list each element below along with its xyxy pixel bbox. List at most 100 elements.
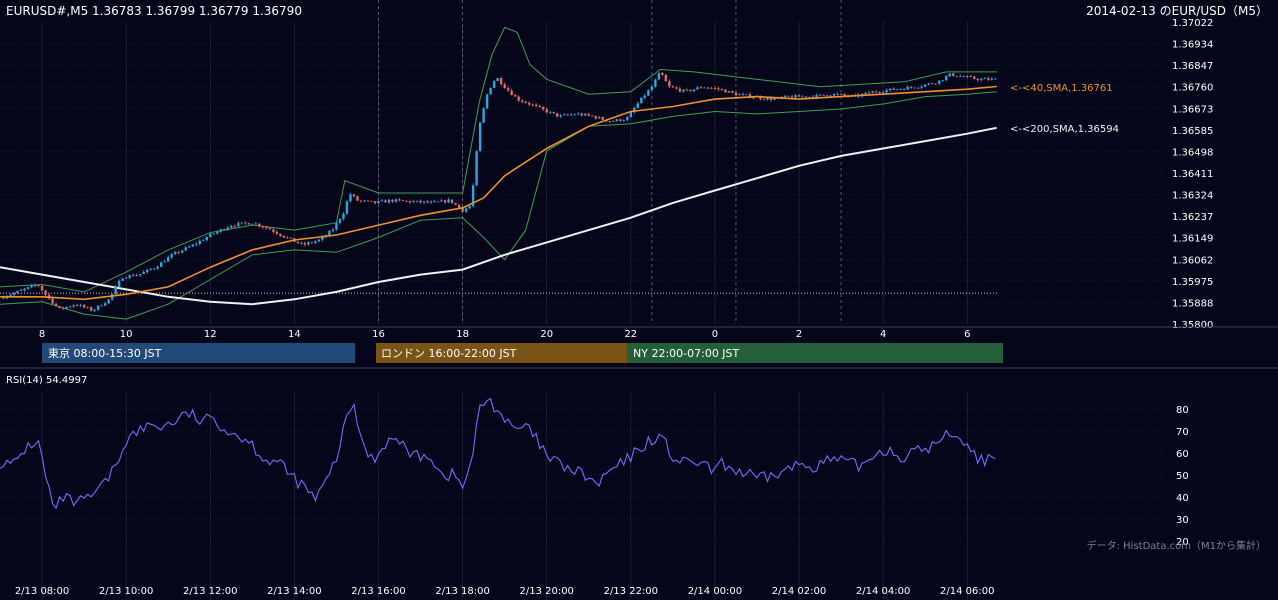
candle-body xyxy=(808,96,811,98)
candle-body xyxy=(941,80,944,81)
candle-body xyxy=(345,201,349,214)
sma200-line xyxy=(0,126,997,306)
candle-body xyxy=(959,76,962,78)
candle-body xyxy=(338,218,342,223)
candle-body xyxy=(138,273,142,276)
candle-body xyxy=(678,88,682,92)
candle-body xyxy=(601,117,604,120)
price-tick-label: 1.35888 xyxy=(1172,298,1213,309)
candle-body xyxy=(219,229,222,232)
candle-body xyxy=(542,106,545,110)
candle-body xyxy=(226,227,229,230)
candle-body xyxy=(885,90,888,93)
candle-body xyxy=(61,307,65,309)
candle-body xyxy=(482,108,485,123)
candle-body xyxy=(96,305,100,310)
candle-body xyxy=(839,94,843,95)
candle-body xyxy=(790,96,794,98)
candle-body xyxy=(787,95,790,97)
candle-body xyxy=(496,78,499,82)
candle-body xyxy=(310,242,314,244)
price-tick-label: 1.36498 xyxy=(1172,147,1213,158)
time-tick-label: 2/13 20:00 xyxy=(519,586,573,597)
candle-body xyxy=(881,92,885,93)
candle-body xyxy=(647,90,650,96)
candle-body xyxy=(422,201,426,203)
time-axis: 2/13 08:00 2/13 10:00 2/13 12:00 2/13 14:00… xyxy=(15,586,995,597)
sma200-label: <-<200,SMA,1.36594 xyxy=(1010,124,1119,135)
candle-body xyxy=(237,223,240,226)
candle-body xyxy=(699,87,703,89)
candle-body xyxy=(527,102,531,105)
candle-body xyxy=(584,113,587,116)
rsi-label: RSI(14) 54.4997 xyxy=(6,375,87,386)
candle-body xyxy=(37,285,40,287)
hour-tick-label: 4 xyxy=(880,329,886,340)
candle-body xyxy=(520,100,524,102)
candle-body xyxy=(429,201,433,203)
session-london-bar xyxy=(376,343,627,363)
candle-body xyxy=(668,81,671,87)
candle-body xyxy=(307,242,310,245)
candle-body xyxy=(506,88,510,91)
hour-tick-label: 20 xyxy=(540,329,553,340)
candle-body xyxy=(738,94,741,96)
candle-body xyxy=(962,76,965,78)
candle-body xyxy=(973,76,976,79)
candle-body xyxy=(121,278,124,281)
candle-body xyxy=(731,91,734,93)
candle-body xyxy=(510,90,513,96)
candle-body xyxy=(387,199,391,203)
candle-body xyxy=(212,233,215,235)
candle-body xyxy=(75,305,79,307)
candle-body xyxy=(689,89,692,92)
candle-body xyxy=(457,204,461,208)
price-tick-label: 1.36062 xyxy=(1172,255,1213,266)
rsi-tick-label: 40 xyxy=(1176,493,1189,504)
session-ny-label: NY 22:00-07:00 JST xyxy=(633,347,740,360)
hour-tick-label: 16 xyxy=(372,329,385,340)
candle-body xyxy=(703,87,706,89)
candle-body xyxy=(538,105,541,107)
candle-body xyxy=(247,223,251,225)
candle-body xyxy=(373,201,377,204)
candle-body xyxy=(899,89,902,90)
rsi-tick-label: 70 xyxy=(1176,427,1189,438)
candle-body xyxy=(149,269,152,270)
candle-body xyxy=(752,97,755,99)
candle-body xyxy=(549,111,552,113)
candle-body xyxy=(815,94,818,98)
candle-body xyxy=(370,200,373,202)
time-tick-label: 2/13 12:00 xyxy=(183,586,237,597)
candle-body xyxy=(892,88,895,90)
candle-body xyxy=(948,73,951,77)
candle-body xyxy=(131,275,135,277)
candle-body xyxy=(86,307,89,309)
rsi-tick-label: 80 xyxy=(1176,405,1189,416)
candlesticks xyxy=(2,72,997,313)
candle-body xyxy=(531,104,534,106)
candle-body xyxy=(629,112,633,118)
candle-body xyxy=(408,201,412,203)
candle-body xyxy=(72,305,75,307)
candle-body xyxy=(475,151,478,186)
candle-body xyxy=(261,226,265,228)
candle-body xyxy=(174,252,177,255)
candle-body xyxy=(650,86,654,91)
candle-body xyxy=(615,119,618,122)
candle-body xyxy=(654,79,657,87)
candle-body xyxy=(573,114,576,116)
rsi-axis: 80 70 60 50 40 30 20 xyxy=(1176,405,1189,548)
candle-body xyxy=(177,252,180,253)
rsi-line xyxy=(0,397,996,510)
time-tick-label: 2/14 02:00 xyxy=(772,586,826,597)
candle-body xyxy=(909,86,913,88)
sma40-polyline xyxy=(0,85,997,301)
candle-body xyxy=(643,95,647,98)
price-tick-label: 1.36847 xyxy=(1172,61,1213,72)
candle-body xyxy=(26,287,30,289)
price-tick-label: 1.36673 xyxy=(1172,104,1213,115)
candle-body xyxy=(296,241,300,244)
price-tick-label: 1.36149 xyxy=(1172,234,1213,245)
